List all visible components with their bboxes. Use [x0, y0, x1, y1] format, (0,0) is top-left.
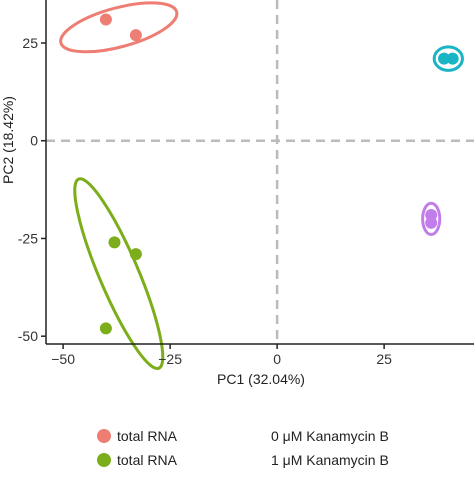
group-ellipse-2 [73, 177, 165, 370]
y-tick-label: 0 [30, 133, 38, 149]
legend-swatch-1 [97, 429, 111, 443]
data-point-2-1 [108, 236, 121, 249]
y-axis-ticks: -50 -25 0 25 [18, 35, 46, 344]
group-ellipses [59, 1, 464, 370]
x-tick-label: 25 [376, 351, 392, 367]
data-point-2-3 [99, 322, 112, 335]
group-ellipse-1 [59, 1, 179, 54]
data-point-4-2 [425, 216, 438, 229]
y-tick-label: -25 [18, 230, 38, 246]
data-point-1-1 [99, 13, 112, 26]
y-tick-label: 25 [22, 35, 38, 51]
data-point-3-2 [446, 52, 459, 65]
data-point-1-2 [129, 29, 142, 42]
x-tick-label: −50 [51, 351, 75, 367]
legend-swatch-2 [97, 453, 111, 467]
group-ellipse-3 [432, 45, 464, 72]
legend-label-2: total RNA [117, 452, 178, 468]
data-points [99, 13, 459, 335]
x-tick-label: 0 [273, 351, 281, 367]
axes [45, 0, 474, 345]
legend-condition-1: 0 μM Kanamycin B [271, 428, 389, 444]
x-tick-label: −25 [158, 351, 182, 367]
x-axis-ticks: −50 −25 0 25 [51, 344, 392, 367]
group-ellipse-4 [421, 201, 442, 237]
legend: total RNA 0 μM Kanamycin B total RNA 1 μM K… [97, 428, 389, 468]
y-tick-label: -50 [18, 328, 38, 344]
reference-lines [46, 0, 474, 344]
data-point-2-2 [129, 248, 142, 261]
legend-label-1: total RNA [117, 428, 178, 444]
legend-condition-2: 1 μM Kanamycin B [271, 452, 389, 468]
y-axis-title: PC2 (18.42%) [0, 96, 16, 184]
data-point-3-1 [438, 52, 451, 65]
x-axis-title: PC1 (32.04%) [217, 371, 305, 387]
